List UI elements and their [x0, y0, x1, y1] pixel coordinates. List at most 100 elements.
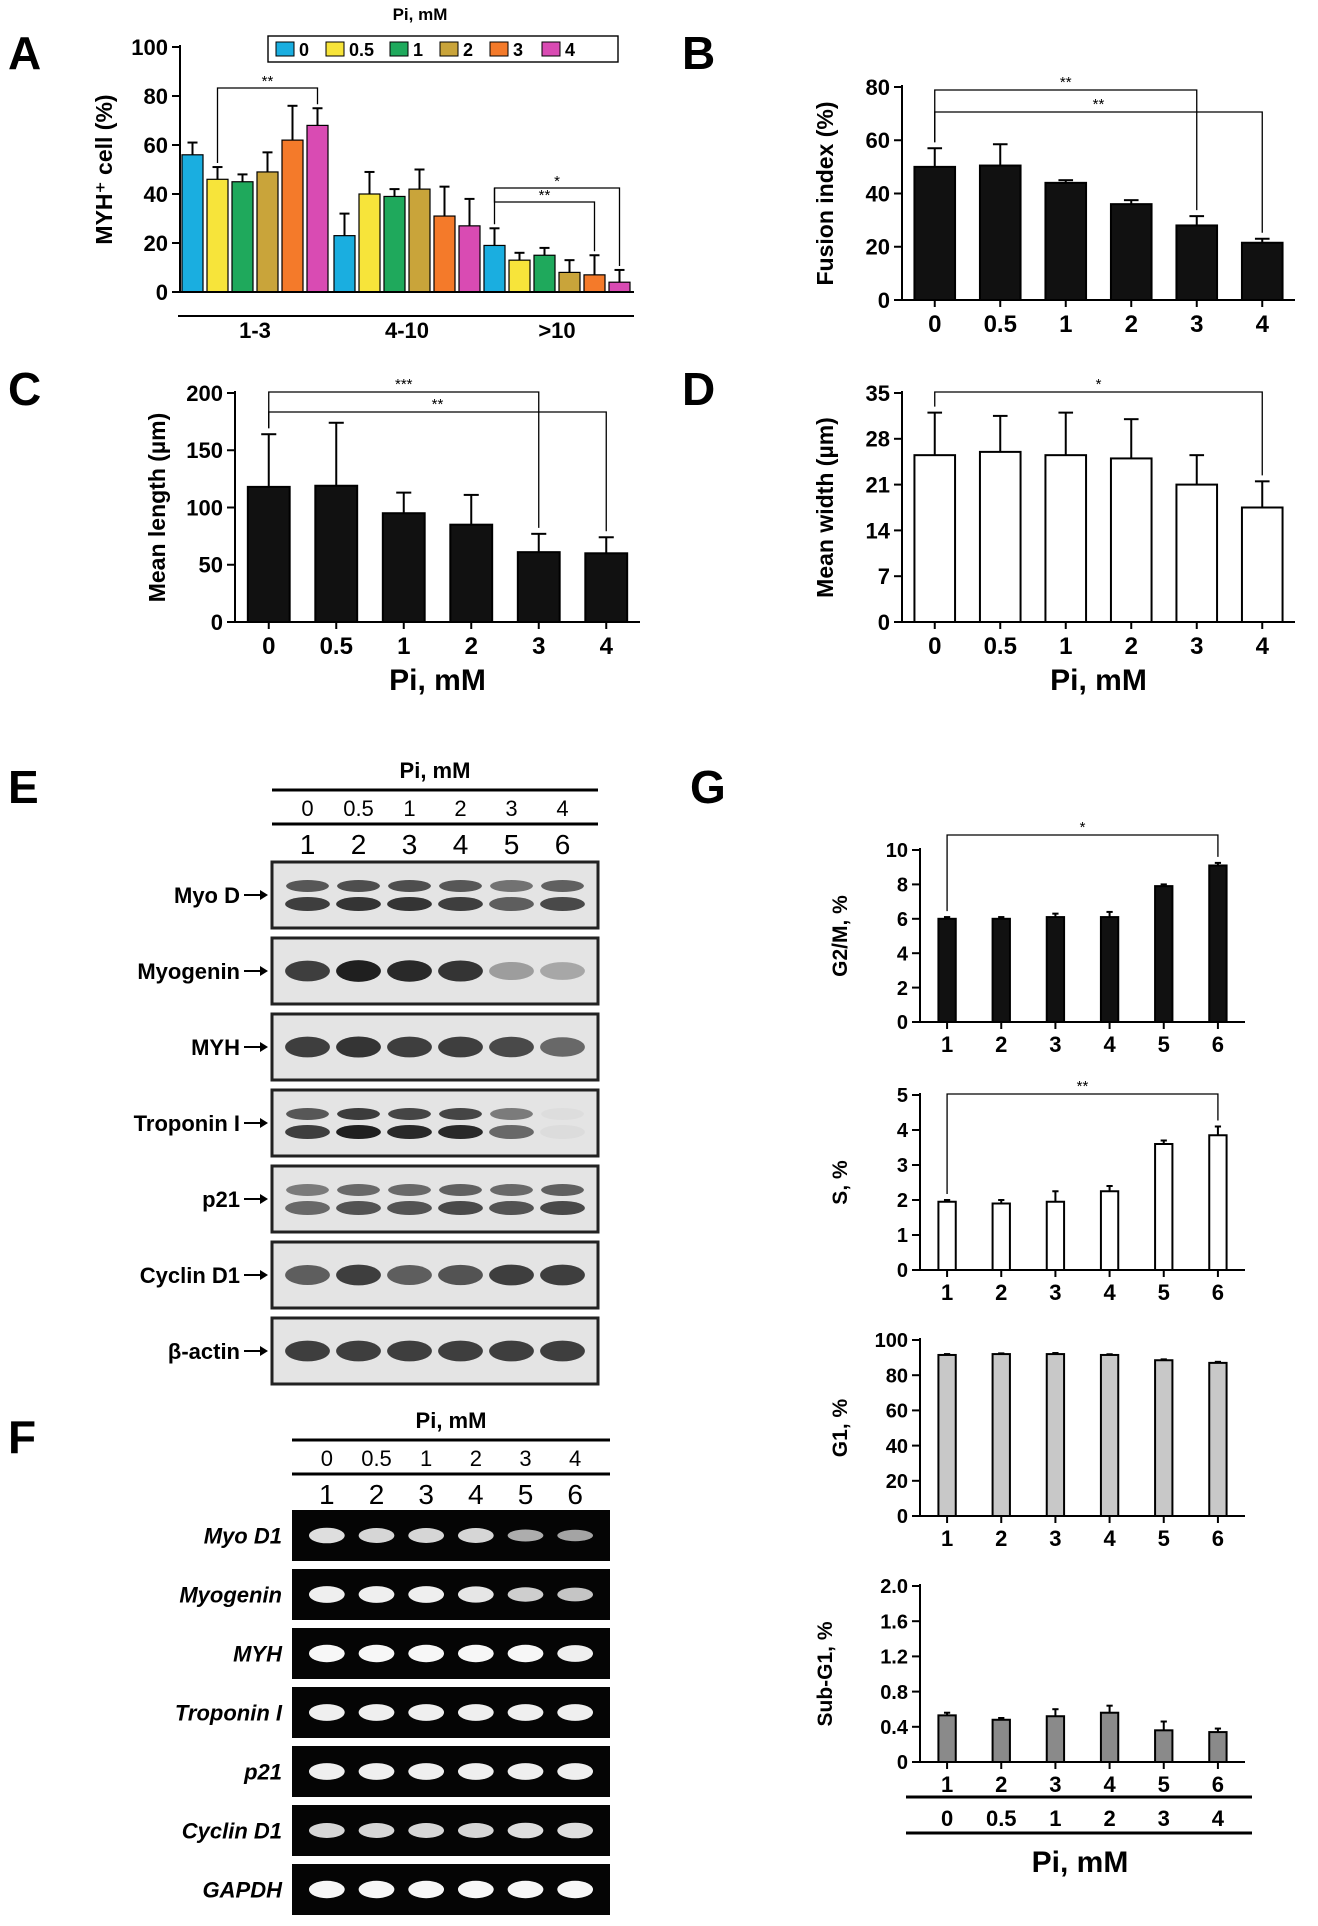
y-tick-label: 80 [144, 84, 168, 109]
dna-band [308, 1823, 345, 1838]
dna-band [408, 1880, 445, 1899]
bar [1099, 916, 1120, 1024]
blot-row: Troponin I [134, 1088, 600, 1158]
x-tick-label: 2 [1125, 633, 1138, 660]
concentration-label: 1 [403, 796, 415, 821]
x-tick-label: 3 [1049, 1032, 1061, 1057]
protein-band [541, 880, 584, 892]
dna-band [457, 1644, 494, 1663]
dna-band [507, 1587, 544, 1602]
bar [1099, 1711, 1120, 1763]
protein-band [438, 960, 483, 982]
x-tick-label: 6 [1212, 1526, 1224, 1551]
y-tick-label: 1.2 [880, 1647, 908, 1669]
protein-band [337, 1108, 380, 1120]
dna-band [408, 1704, 445, 1721]
x-tick-label: 5 [1158, 1526, 1170, 1551]
bar [383, 195, 406, 293]
blot-row: Myogenin [179, 1569, 610, 1620]
blot-row-label: β-actin [168, 1339, 240, 1364]
gel-frame [292, 1805, 610, 1856]
significance-bracket [946, 1093, 1219, 1194]
y-tick-label: 0 [897, 1752, 908, 1774]
bar [937, 1353, 957, 1517]
x-axis-label: Pi, mM [1050, 664, 1147, 697]
protein-band [439, 880, 482, 892]
panel-letter-b: B [682, 27, 716, 79]
dna-band [557, 1822, 594, 1839]
blot-row-label: Myogenin [137, 959, 240, 984]
y-axis-label: Mean length (µm) [144, 413, 170, 603]
x-tick-label: 1 [941, 1032, 953, 1057]
y-tick-label: 10 [886, 840, 908, 862]
dna-band [358, 1823, 395, 1838]
arrow-icon [260, 1194, 268, 1204]
legend-label: 1 [413, 40, 423, 60]
bar [991, 1718, 1011, 1764]
y-tick-label: 1.6 [880, 1611, 908, 1633]
protein-band [489, 1201, 534, 1215]
blot-row-label: Cyclin D1 [140, 1263, 240, 1288]
bar [1109, 457, 1153, 623]
concentration-label: 4 [569, 1446, 581, 1471]
x-tick-label: 4 [1103, 1772, 1116, 1797]
y-tick-label: 80 [866, 75, 890, 100]
y-tick-label: 5 [897, 1085, 908, 1107]
bar [408, 188, 431, 293]
y-tick-label: 20 [144, 231, 168, 256]
protein-band [387, 1125, 432, 1139]
significance-bracket [946, 834, 1219, 912]
chart-G-s-: 0 1 2 3 4 5 S, % 1 2 3 4 5 6 ** [829, 1078, 1245, 1305]
protein-band [540, 897, 585, 911]
dna-band [507, 1880, 544, 1899]
legend-swatch [389, 41, 409, 57]
protein-band [336, 960, 381, 982]
protein-band [489, 1125, 534, 1139]
legend-label: 2 [463, 40, 473, 60]
dna-band [308, 1763, 345, 1780]
bar [937, 1200, 957, 1271]
y-tick-label: 7 [878, 564, 890, 589]
dna-band [308, 1527, 345, 1544]
significance-bracket [268, 391, 540, 528]
blot-row: Myogenin [137, 936, 600, 1006]
x-tick-label: 3 [1190, 311, 1203, 338]
x-tick-label: 2 [1125, 311, 1138, 338]
arrow-icon [260, 1346, 268, 1356]
y-tick-label: 14 [866, 518, 891, 543]
protein-band [540, 1037, 585, 1057]
dna-band [457, 1763, 494, 1780]
y-axis-label: S, % [829, 1160, 852, 1205]
x-tick-label: 0 [262, 633, 275, 660]
y-tick-label: 4 [897, 1120, 909, 1142]
x-tick-label: 5 [1158, 1032, 1170, 1057]
dna-band [557, 1529, 594, 1542]
gel-frame [292, 1864, 610, 1915]
dna-band [507, 1763, 544, 1780]
lane-number: 3 [418, 1479, 434, 1510]
x-tick-label: 1 [397, 633, 410, 660]
significance-label: ** [1077, 1078, 1089, 1095]
x-tick-label: 0.5 [320, 633, 353, 660]
y-tick-label: 1 [897, 1225, 908, 1247]
gel-frame [292, 1746, 610, 1797]
blot-frame [270, 1164, 600, 1234]
panel-letter-d: D [682, 363, 716, 415]
bar [1208, 1731, 1228, 1763]
x-tick-label: 0.5 [984, 311, 1017, 338]
lane-number: 1 [300, 829, 316, 860]
bar [1208, 1361, 1228, 1517]
blot-row-label: p21 [202, 1187, 240, 1212]
gel-frame [292, 1628, 610, 1679]
dna-band [408, 1644, 445, 1663]
protein-band [438, 1036, 483, 1058]
lane-number: 6 [555, 829, 571, 860]
y-axis-label: Sub-G1, % [814, 1621, 837, 1726]
concentration-label: 4 [556, 796, 568, 821]
legend-label: 0 [299, 40, 309, 60]
significance-bracket [216, 87, 319, 164]
dna-band [457, 1704, 494, 1721]
gel-frame [292, 1510, 610, 1561]
y-tick-label: 40 [886, 1436, 908, 1458]
concentration-label: 3 [519, 1446, 531, 1471]
